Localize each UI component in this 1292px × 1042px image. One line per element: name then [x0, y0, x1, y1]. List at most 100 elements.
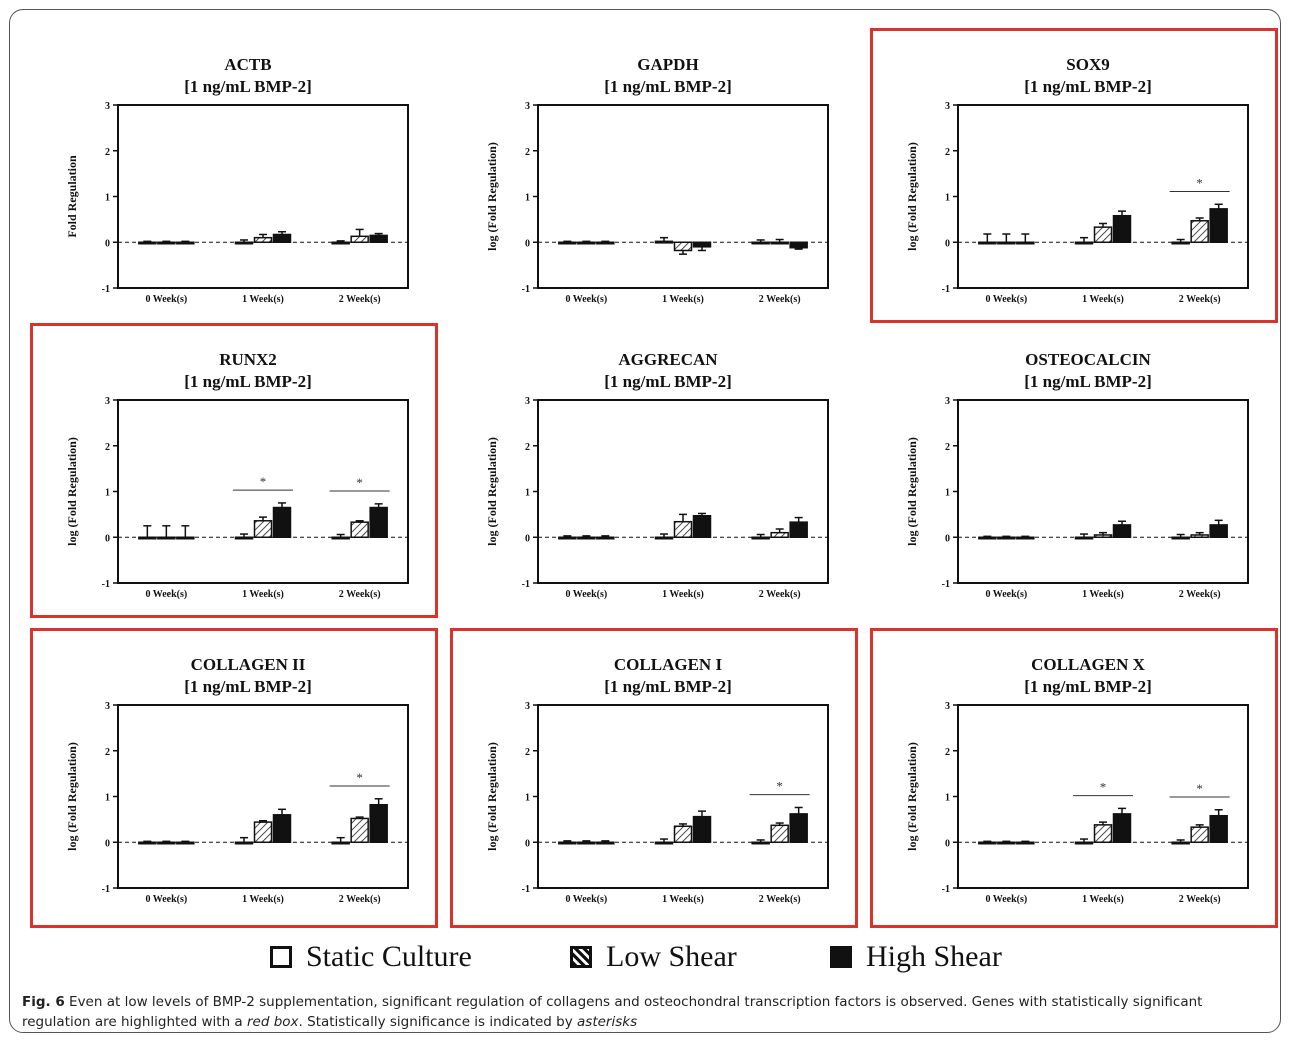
bar-static: [1171, 841, 1190, 845]
y-axis-label: log (Fold Regulation): [905, 742, 919, 851]
chart-title: COLLAGEN I: [614, 655, 723, 674]
bar-static: [558, 241, 577, 245]
bar-static: [558, 841, 577, 845]
legend-swatch-high-shear: [830, 946, 852, 968]
bar-high-shear: [1016, 536, 1035, 540]
bar-high-shear: [369, 506, 388, 538]
x-tick-label: 1 Week(s): [1082, 894, 1124, 905]
bar-static: [751, 536, 770, 540]
bar-static: [1171, 241, 1190, 245]
figure-label: Fig. 6: [22, 994, 65, 1010]
x-tick-label: 1 Week(s): [242, 294, 284, 305]
chart-svg: OSTEOCALCIN [1 ng/mL BMP-2] log (Fold Regu…: [905, 350, 1249, 600]
x-tick-label: 2 Week(s): [759, 894, 801, 905]
bar-high-shear: [369, 803, 388, 843]
plot-frame: [537, 104, 829, 289]
chart-subtitle: [1 ng/mL BMP-2]: [1024, 677, 1152, 696]
bar-low-shear: [577, 841, 596, 845]
plot-frame: [957, 399, 1249, 584]
x-tick-label: 1 Week(s): [242, 589, 284, 600]
bar-static: [331, 841, 350, 845]
x-tick-label: 0 Week(s): [145, 894, 187, 905]
y-tick-label: 1: [525, 193, 530, 204]
y-tick-label: 1: [105, 193, 110, 204]
bar-high-shear: [272, 506, 292, 538]
chart-panel-collagen-ii: COLLAGEN II [1 ng/mL BMP-2] log (Fold Regu…: [28, 630, 428, 920]
bar-high-shear: [1016, 241, 1035, 245]
y-tick-label: -1: [102, 884, 110, 895]
bar-low-shear: [673, 825, 693, 844]
y-tick-label: 3: [945, 101, 950, 112]
y-tick-label: -1: [942, 884, 950, 895]
chart-subtitle: [1 ng/mL BMP-2]: [604, 77, 732, 96]
bar-low-shear: [253, 236, 273, 244]
x-tick-label: 0 Week(s): [565, 589, 607, 600]
x-tick-label: 2 Week(s): [759, 294, 801, 305]
x-tick-label: 0 Week(s): [985, 894, 1027, 905]
chart-subtitle: [1 ng/mL BMP-2]: [184, 677, 312, 696]
bar-high-shear: [176, 536, 195, 540]
chart-panel-collagen-x: COLLAGEN X [1 ng/mL BMP-2] log (Fold Regul…: [868, 630, 1268, 920]
y-tick-label: 0: [105, 838, 110, 849]
x-tick-label: 0 Week(s): [145, 294, 187, 305]
y-tick-label: -1: [102, 284, 110, 295]
x-tick-label: 1 Week(s): [242, 894, 284, 905]
chart-panel-gapdh: GAPDH [1 ng/mL BMP-2] log (Fold Regulation…: [448, 30, 848, 320]
highlight-box: [30, 628, 438, 928]
legend-label-static: Static Culture: [306, 940, 472, 973]
bar-low-shear: [253, 520, 273, 538]
bar-static: [234, 841, 254, 845]
y-tick-label: 2: [525, 442, 530, 453]
highlight-box: [870, 628, 1278, 928]
bar-static: [751, 241, 770, 245]
bar-low-shear: [350, 817, 369, 844]
y-axis-label: Fold Regulation: [65, 155, 79, 238]
bar-static: [138, 536, 157, 540]
bar-high-shear: [596, 241, 615, 245]
chart-title: OSTEOCALCIN: [1025, 350, 1151, 369]
plot-frame: [537, 704, 829, 889]
bar-high-shear: [272, 814, 292, 844]
significance-asterisk: *: [1100, 780, 1107, 795]
x-tick-label: 1 Week(s): [662, 894, 704, 905]
chart-svg: AGGRECAN [1 ng/mL BMP-2] log (Fold Regulat…: [485, 350, 829, 600]
bar-static: [234, 536, 254, 540]
caption-text-1: Even at low levels of BMP-2 supplementat…: [22, 994, 1203, 1030]
y-tick-label: 0: [105, 238, 110, 249]
bar-low-shear: [253, 821, 273, 843]
x-tick-label: 2 Week(s): [339, 894, 381, 905]
bar-static: [978, 841, 997, 845]
plot-frame: [117, 104, 409, 289]
chart-subtitle: [1 ng/mL BMP-2]: [184, 77, 312, 96]
chart-title: RUNX2: [219, 350, 277, 369]
bar-low-shear: [997, 241, 1016, 245]
y-tick-label: 2: [945, 747, 950, 758]
bar-static: [234, 241, 254, 245]
bar-low-shear: [157, 841, 176, 845]
bar-low-shear: [997, 841, 1016, 845]
x-tick-label: 0 Week(s): [565, 294, 607, 305]
y-axis-label: log (Fold Regulation): [905, 437, 919, 546]
legend-item-static: Static Culture: [270, 935, 472, 979]
bar-static: [331, 241, 350, 245]
y-axis-label: log (Fold Regulation): [485, 742, 499, 851]
x-tick-label: 2 Week(s): [759, 589, 801, 600]
chart-svg: RUNX2 [1 ng/mL BMP-2] log (Fold Regulation…: [65, 350, 409, 600]
y-tick-label: 0: [945, 838, 950, 849]
y-tick-label: 0: [525, 533, 530, 544]
y-axis-label: log (Fold Regulation): [65, 437, 79, 546]
legend-item-high-shear: High Shear: [830, 935, 1002, 979]
y-tick-label: 2: [525, 747, 530, 758]
bar-static: [331, 536, 350, 540]
chart-svg: ACTB [1 ng/mL BMP-2] Fold Regulation -1 0 1 2 3…: [65, 55, 409, 305]
caption-emph-1: red box: [247, 1014, 299, 1030]
bar-low-shear: [157, 241, 176, 245]
chart-subtitle: [1 ng/mL BMP-2]: [604, 677, 732, 696]
bar-low-shear: [997, 536, 1016, 540]
chart-title: COLLAGEN II: [191, 655, 306, 674]
bar-high-shear: [789, 241, 808, 249]
y-tick-label: 3: [525, 396, 530, 407]
chart-subtitle: [1 ng/mL BMP-2]: [184, 372, 312, 391]
figure-caption: Fig. 6 Even at low levels of BMP-2 suppl…: [22, 992, 1272, 1032]
plot-frame: [957, 104, 1249, 289]
